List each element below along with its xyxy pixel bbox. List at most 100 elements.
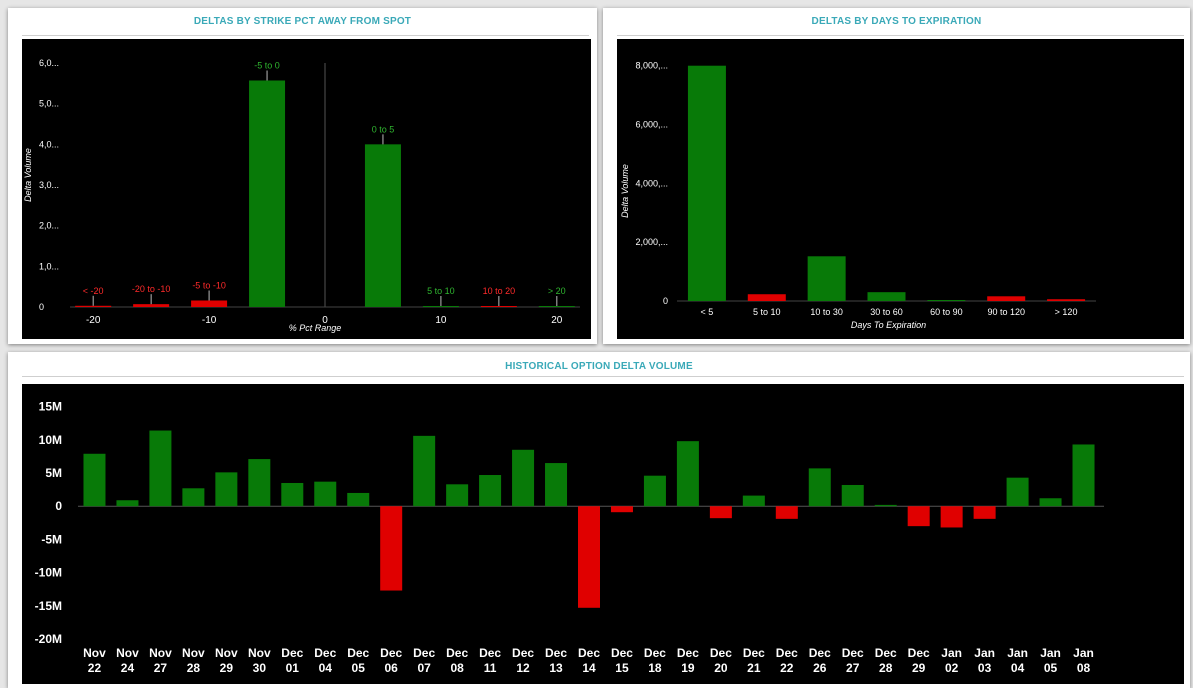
bar xyxy=(1047,299,1086,301)
y-tick-label: 10M xyxy=(39,433,62,447)
y-tick-label: -5M xyxy=(41,532,62,546)
bar xyxy=(643,475,666,507)
x-tick-day: 04 xyxy=(1011,661,1025,675)
x-tick-month: Jan xyxy=(974,646,995,660)
x-tick-month: Nov xyxy=(83,646,106,660)
x-tick-label: 5 to 10 xyxy=(753,307,781,317)
x-tick-label: 60 to 90 xyxy=(930,307,963,317)
x-tick-day: 05 xyxy=(1044,661,1058,675)
bar xyxy=(940,506,963,528)
x-tick-month: Dec xyxy=(380,646,402,660)
x-tick-day: 03 xyxy=(978,661,992,675)
bar xyxy=(1006,477,1029,507)
x-tick-day: 22 xyxy=(88,661,102,675)
bar xyxy=(578,506,600,608)
y-axis-title: Delta Volume xyxy=(620,164,630,218)
x-tick-label: -10 xyxy=(202,315,217,326)
bar xyxy=(413,435,436,507)
bar xyxy=(191,300,228,307)
x-tick-month: Nov xyxy=(116,646,139,660)
y-tick-label: 5,0... xyxy=(39,99,59,109)
x-tick-day: 20 xyxy=(714,661,728,675)
x-axis-title: % Pct Range xyxy=(289,323,342,333)
bar xyxy=(775,506,798,519)
x-tick-month: Dec xyxy=(578,646,600,660)
bar xyxy=(480,306,517,307)
x-tick-day: 29 xyxy=(220,661,234,675)
expiration-plot-area: 0 2,000,... 4,000,... 6,000,... 8,000,... < 5… xyxy=(617,39,1184,339)
expiration-panel-title: DELTAS BY DAYS TO EXPIRATION xyxy=(811,16,982,27)
x-tick-month: Nov xyxy=(215,646,238,660)
history-chart: -20M-15M-10M-5M05M10M15MNov22Nov24Nov27N… xyxy=(35,400,1104,675)
x-tick-day: 21 xyxy=(747,661,761,675)
strike-panel-title: DELTAS BY STRIKE PCT AWAY FROM SPOT xyxy=(193,16,412,27)
bar-data-label: -20 to -10 xyxy=(132,284,171,294)
x-tick-label: 90 to 120 xyxy=(987,307,1025,317)
x-tick-day: 22 xyxy=(780,661,794,675)
bar-data-label: -5 to -10 xyxy=(192,280,226,290)
bar xyxy=(907,506,930,527)
bar xyxy=(422,306,459,307)
bar-data-label: 5 to 10 xyxy=(427,286,455,296)
bar xyxy=(347,492,370,507)
x-tick-day: 08 xyxy=(450,661,464,675)
x-tick-day: 05 xyxy=(352,661,366,675)
x-tick-month: Dec xyxy=(347,646,369,660)
bar xyxy=(742,495,765,507)
bar xyxy=(75,305,112,307)
x-tick-month: Jan xyxy=(1073,646,1094,660)
bar xyxy=(709,506,732,519)
y-tick-label: 6,000,... xyxy=(635,120,668,130)
x-tick-month: Jan xyxy=(1007,646,1028,660)
bar-data-label: < -20 xyxy=(83,286,104,296)
bar xyxy=(512,449,535,507)
strike-chart: 0 1,0... 2,0... 3,0... 4,0... 5,0... 6,0... -20… xyxy=(23,58,580,333)
expiration-title-divider xyxy=(617,35,1184,36)
x-tick-day: 27 xyxy=(846,661,860,675)
x-tick-month: Dec xyxy=(611,646,633,660)
bar xyxy=(364,144,401,307)
bar-data-label: > 20 xyxy=(548,286,566,296)
x-tick-day: 28 xyxy=(879,661,893,675)
x-tick-month: Nov xyxy=(149,646,172,660)
x-tick-label: 30 to 60 xyxy=(870,307,903,317)
history-panel-title: HISTORICAL OPTION DELTA VOLUME xyxy=(505,361,693,372)
x-tick-day: 24 xyxy=(121,661,135,675)
x-tick-month: Jan xyxy=(941,646,962,660)
bar xyxy=(1039,498,1062,507)
bar xyxy=(973,506,996,519)
y-tick-label: 3,0... xyxy=(39,180,59,190)
history-title-divider xyxy=(22,376,1184,377)
x-tick-label: 10 to 30 xyxy=(810,307,843,317)
bar xyxy=(314,481,337,507)
x-tick-month: Dec xyxy=(314,646,336,660)
x-tick-label: > 120 xyxy=(1055,307,1078,317)
x-tick-day: 13 xyxy=(549,661,563,675)
x-tick-day: 28 xyxy=(187,661,201,675)
x-tick-month: Dec xyxy=(446,646,468,660)
x-tick-month: Nov xyxy=(248,646,271,660)
x-tick-day: 15 xyxy=(615,661,629,675)
y-tick-label: -20M xyxy=(35,632,62,646)
bar xyxy=(610,506,633,513)
bar xyxy=(116,500,139,507)
x-tick-day: 26 xyxy=(813,661,827,675)
x-tick-label: -20 xyxy=(86,315,101,326)
expiration-chart: 0 2,000,... 4,000,... 6,000,... 8,000,... < 5… xyxy=(620,61,1096,330)
y-tick-label: -10M xyxy=(35,566,62,580)
x-tick-month: Dec xyxy=(809,646,831,660)
bar xyxy=(545,463,568,507)
y-tick-label: -15M xyxy=(35,599,62,613)
y-tick-label: 4,0... xyxy=(39,139,59,149)
y-tick-label: 2,0... xyxy=(39,221,59,231)
x-tick-month: Dec xyxy=(908,646,930,660)
bar xyxy=(874,504,897,507)
bar xyxy=(281,482,304,507)
history-plot-area: -20M -15M -10M -5M 0 5M 10M 15M Nov 22 Nov 24 Nov 27 N… xyxy=(22,384,1184,684)
bar xyxy=(538,306,575,307)
x-axis-title: Days To Expiration xyxy=(851,320,926,330)
x-tick-month: Nov xyxy=(182,646,205,660)
y-tick-label: 15M xyxy=(39,400,62,414)
bar xyxy=(927,300,966,301)
strike-panel: DELTAS BY STRIKE PCT AWAY FROM SPOT 0 1,0… xyxy=(8,8,597,344)
